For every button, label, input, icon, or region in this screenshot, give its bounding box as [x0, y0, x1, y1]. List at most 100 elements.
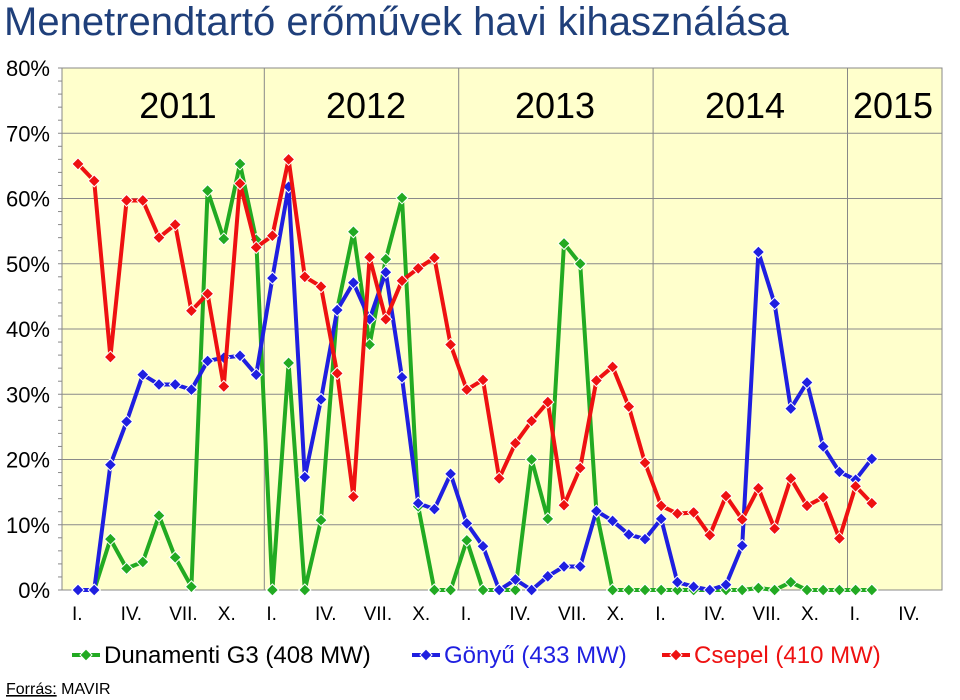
series-layer: [71, 152, 879, 597]
data-point: [168, 377, 182, 392]
data-point: [767, 296, 782, 311]
x-tick-label: I.: [72, 604, 83, 625]
data-point: [314, 392, 328, 407]
chart-title: Menetrendtartó erőművek havi kihasználás…: [4, 0, 790, 44]
data-point: [719, 578, 733, 592]
gridlines: [58, 67, 942, 591]
data-point: [298, 470, 312, 484]
data-point: [638, 583, 652, 597]
year-label: 2015: [853, 85, 933, 126]
data-point: [217, 379, 231, 394]
data-point: [460, 533, 474, 548]
data-point: [832, 465, 847, 479]
data-point: [573, 461, 587, 475]
y-tick-label: 50%: [6, 252, 50, 277]
data-point: [800, 583, 814, 597]
data-point: [865, 452, 879, 466]
data-point: [492, 471, 506, 486]
legend-item-0: Dunamenti G3 (408 MW): [72, 642, 371, 669]
data-point: [395, 274, 409, 288]
data-point: [476, 583, 490, 597]
x-tick-label: VII.: [364, 604, 393, 625]
x-tick-label: VII.: [752, 604, 781, 625]
data-point: [865, 583, 879, 597]
x-tick-label: VII.: [558, 604, 587, 625]
x-tick-label: X.: [801, 604, 819, 625]
data-point: [411, 496, 425, 510]
data-point: [816, 583, 830, 597]
x-tick-label: IV.: [315, 604, 337, 625]
x-tick-label: X.: [412, 604, 430, 625]
data-point: [848, 479, 863, 493]
legend-swatch-marker: [419, 648, 433, 662]
data-point: [346, 225, 361, 239]
data-point: [622, 527, 636, 542]
legend: Dunamenti G3 (408 MW) Gönyű (433 MW) Csepe…: [72, 642, 881, 669]
data-point: [832, 583, 847, 597]
data-point: [281, 356, 296, 370]
data-point: [816, 439, 830, 454]
x-tick-label: IV.: [898, 604, 920, 625]
data-point: [735, 583, 749, 597]
x-axis-ticks: I. IV. VII. X. I. IV. VII. X. I. IV. VII. X. I. IV. VI…: [72, 604, 920, 625]
data-point: [87, 174, 101, 188]
data-point: [184, 304, 199, 318]
data-point: [573, 257, 587, 271]
data-point: [103, 458, 118, 472]
data-point: [751, 581, 766, 595]
y-tick-label: 80%: [6, 56, 50, 81]
y-tick-label: 70%: [6, 121, 50, 146]
data-point: [152, 230, 166, 245]
year-label: 2014: [705, 85, 785, 126]
data-point: [443, 583, 458, 597]
data-point: [735, 538, 749, 553]
data-point: [557, 498, 571, 512]
data-point: [119, 193, 134, 208]
data-point: [168, 217, 182, 232]
data-point: [395, 191, 409, 205]
data-point: [136, 367, 150, 382]
data-point: [119, 414, 134, 429]
data-point: [686, 505, 701, 520]
data-point: [541, 512, 555, 526]
data-point: [330, 366, 344, 381]
data-point: [103, 350, 118, 364]
data-point: [605, 360, 620, 374]
data-point: [638, 456, 652, 470]
data-point: [654, 499, 668, 513]
data-point: [136, 193, 150, 208]
data-point: [476, 373, 490, 387]
data-point: [265, 583, 280, 597]
data-point: [784, 401, 798, 416]
y-tick-label: 30%: [6, 382, 50, 407]
data-point: [573, 559, 587, 574]
data-point: [379, 252, 393, 266]
data-point: [622, 583, 636, 597]
data-point: [119, 561, 134, 576]
data-point: [848, 583, 863, 597]
data-point: [508, 572, 523, 587]
legend-swatch-marker: [79, 648, 93, 662]
source-label: Forrás:: [6, 681, 57, 698]
data-point: [314, 513, 328, 527]
data-point: [524, 414, 539, 428]
data-point: [832, 531, 847, 546]
data-point: [460, 516, 474, 531]
data-point: [767, 583, 782, 597]
x-tick-label: IV.: [509, 604, 531, 625]
data-point: [767, 521, 782, 536]
data-point: [136, 555, 150, 569]
data-point: [605, 514, 620, 528]
year-label: 2012: [326, 85, 406, 126]
data-point: [200, 354, 215, 368]
y-tick-label: 10%: [6, 513, 50, 538]
data-point: [200, 183, 215, 198]
data-point: [103, 532, 118, 546]
data-point: [816, 490, 830, 505]
data-point: [622, 399, 636, 414]
data-point: [152, 377, 166, 392]
source-value: MAVIR: [57, 681, 111, 698]
x-tick-label: I.: [266, 604, 277, 625]
data-point: [735, 512, 749, 527]
legend-item-2: Csepel (410 MW): [662, 642, 881, 669]
